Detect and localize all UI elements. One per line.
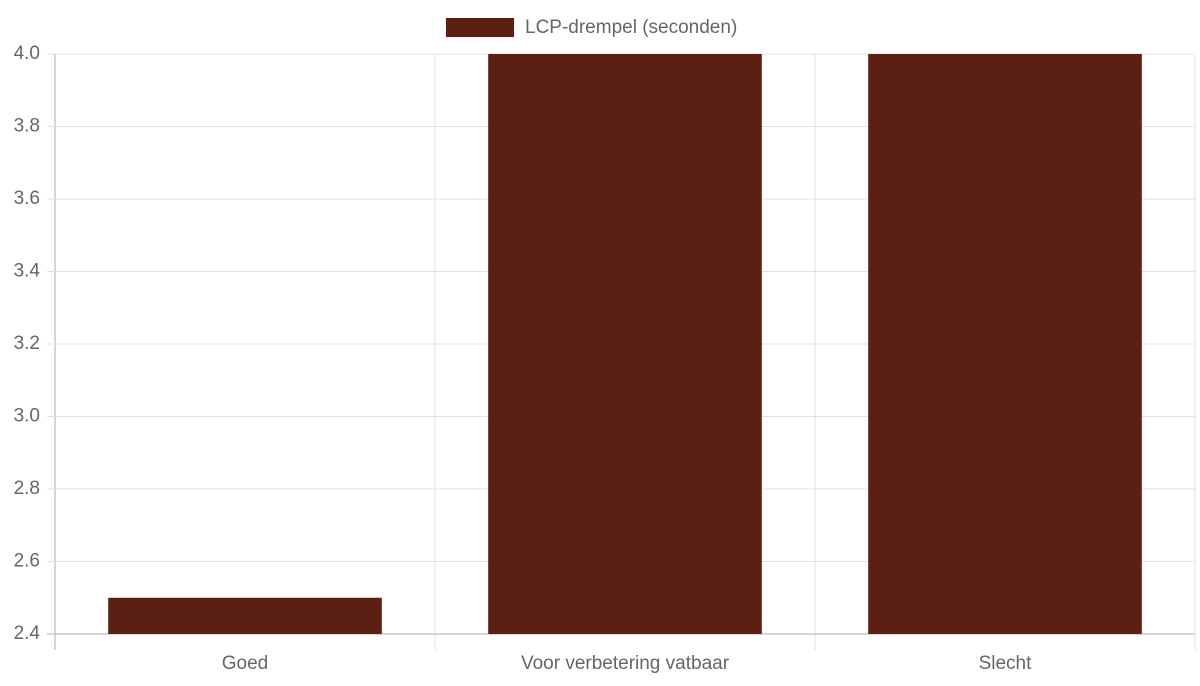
y-tick-label: 2.8 [14,478,40,499]
bar [488,54,762,634]
x-tick-label: Goed [222,653,268,674]
bar [868,54,1142,634]
y-tick-label: 2.6 [14,551,40,572]
bar [108,597,382,634]
x-tick-label: Voor verbetering vatbaar [521,653,730,674]
y-tick-label: 3.8 [14,116,40,137]
legend-swatch [446,18,514,37]
y-tick-label: 3.4 [14,261,41,282]
y-tick-label: 3.6 [14,188,40,209]
y-tick-label: 3.2 [14,333,40,354]
y-tick-label: 2.4 [14,623,41,644]
x-tick-label: Slecht [979,653,1033,674]
legend-label: LCP-drempel (seconden) [525,17,737,38]
y-tick-label: 4.0 [14,43,40,64]
y-tick-label: 3.0 [14,406,40,427]
